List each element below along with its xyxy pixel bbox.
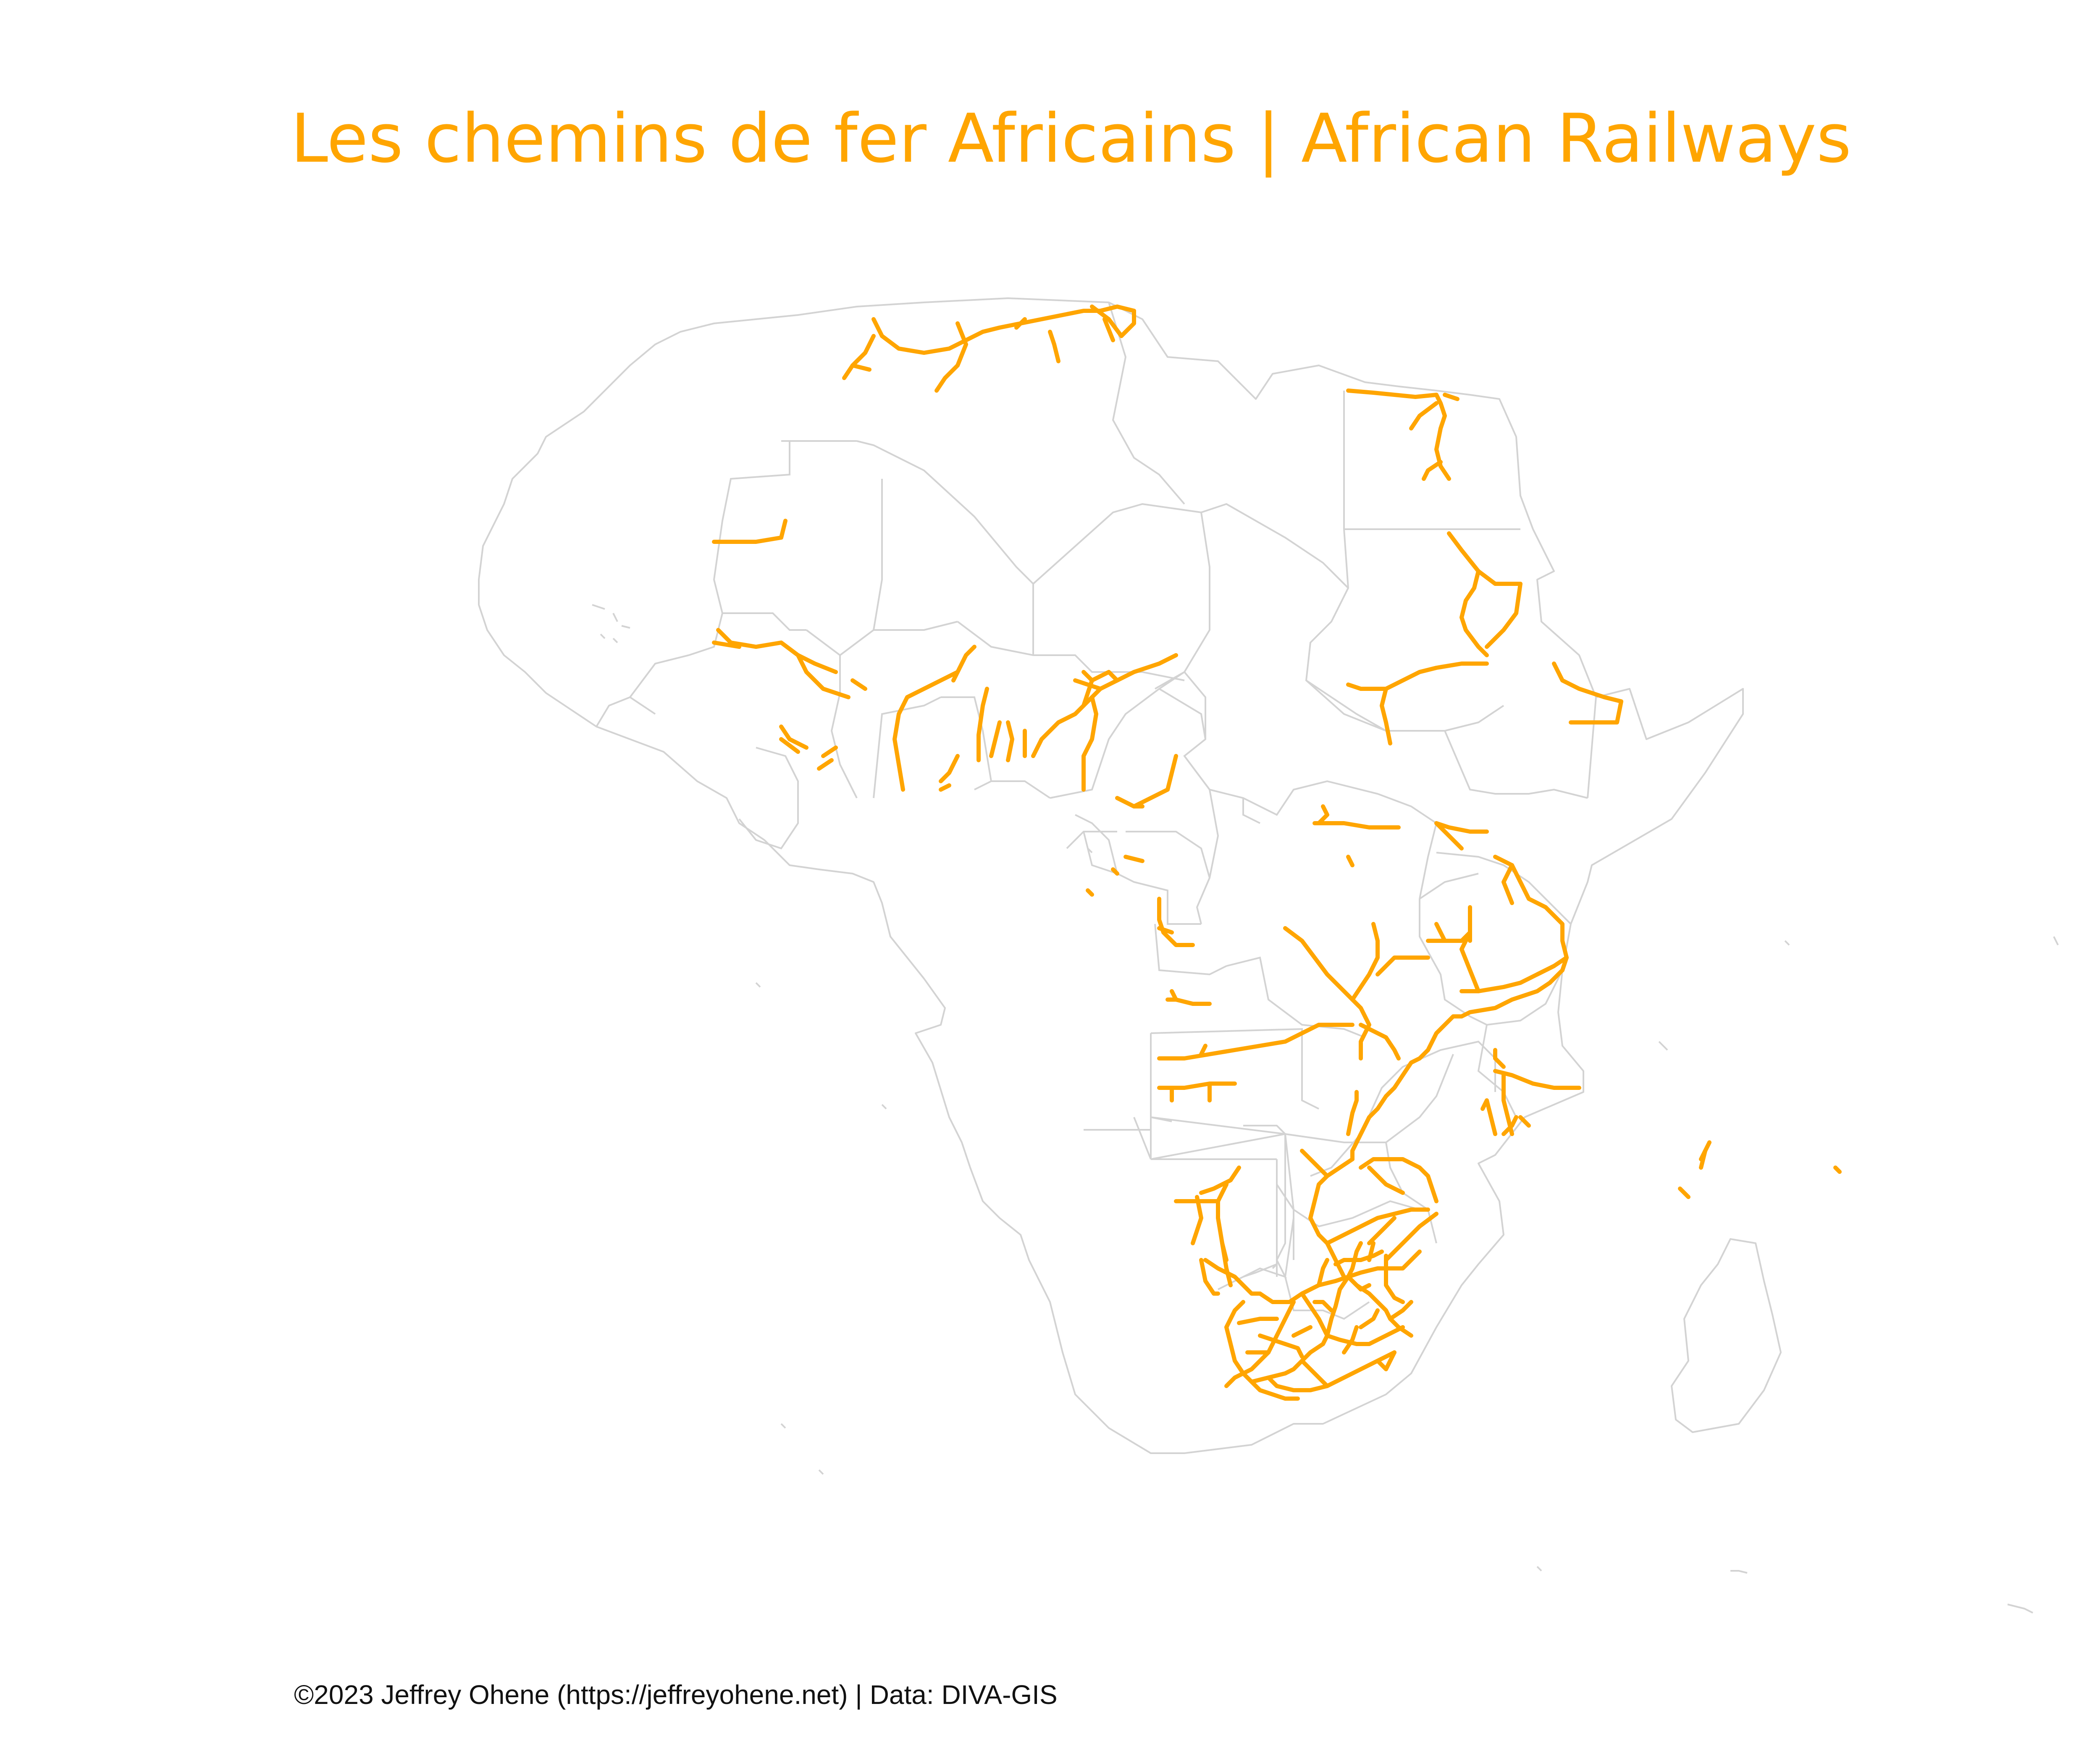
island-marks (592, 604, 2059, 1614)
africa-coastline (478, 297, 1744, 1454)
country-borders (596, 302, 1597, 1320)
island-rail-marks (1086, 867, 1842, 1199)
map-title: Les chemins de fer Africains | African R… (290, 99, 1852, 178)
map-credit: ©2023 Jeffrey Ohene (https://jeffreyohen… (294, 1680, 1058, 1710)
railway-network (712, 304, 1623, 1401)
madagascar-outline (1671, 1238, 1782, 1433)
